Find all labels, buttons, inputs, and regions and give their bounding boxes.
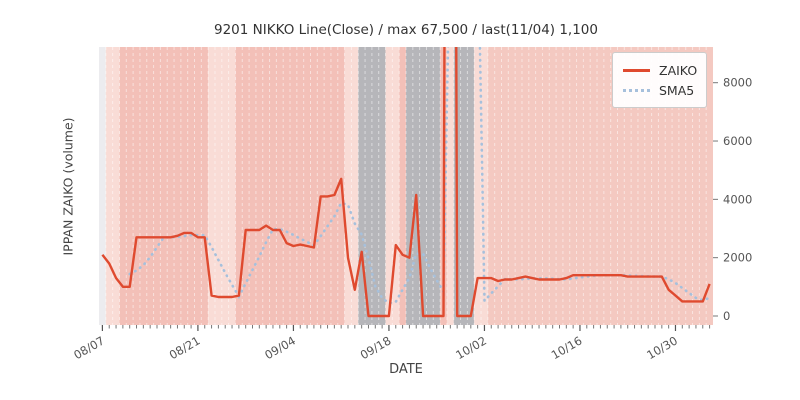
background-band-mid	[119, 47, 209, 325]
background-band-mid	[399, 47, 406, 325]
x-major-tick-label: 10/16	[549, 333, 585, 362]
legend-label-zaiko: ZAIKO	[659, 62, 698, 78]
y-tick-label: 4000	[723, 192, 752, 206]
x-major-tick-label: 10/02	[453, 333, 489, 362]
y-tick-label: 6000	[723, 134, 752, 148]
legend-box: ZAIKO SMA5	[612, 52, 707, 108]
x-major-tick-label: 08/07	[71, 333, 107, 362]
background-band-pale	[99, 47, 106, 325]
y-tick-label: 2000	[723, 251, 752, 265]
sma5-line-swatch	[623, 88, 650, 92]
zaiko-line-swatch	[623, 68, 650, 72]
y-tick-label: 0	[723, 309, 730, 323]
background-band-light	[446, 47, 454, 325]
x-major-tick-label: 10/30	[644, 333, 680, 362]
x-axis-label: DATE	[389, 362, 423, 377]
background-band-gray	[453, 47, 475, 325]
chart-title: 9201 NIKKO Line(Close) / max 67,500 / la…	[214, 22, 598, 38]
zaiko-line	[101, 47, 711, 318]
legend-label-sma5: SMA5	[659, 82, 695, 98]
x-major-tick-label: 09/18	[358, 333, 394, 362]
y-tick-label: 8000	[723, 76, 752, 90]
x-major-tick-label: 09/04	[262, 333, 298, 362]
y-axis-label: IPPAN ZAIKO (volume)	[60, 117, 76, 256]
background-band-gray	[406, 47, 441, 325]
x-major-tick-label: 08/21	[167, 333, 203, 362]
legend-entry-sma5: SMA5	[623, 80, 696, 100]
legend-entry-zaiko: ZAIKO	[623, 60, 698, 80]
